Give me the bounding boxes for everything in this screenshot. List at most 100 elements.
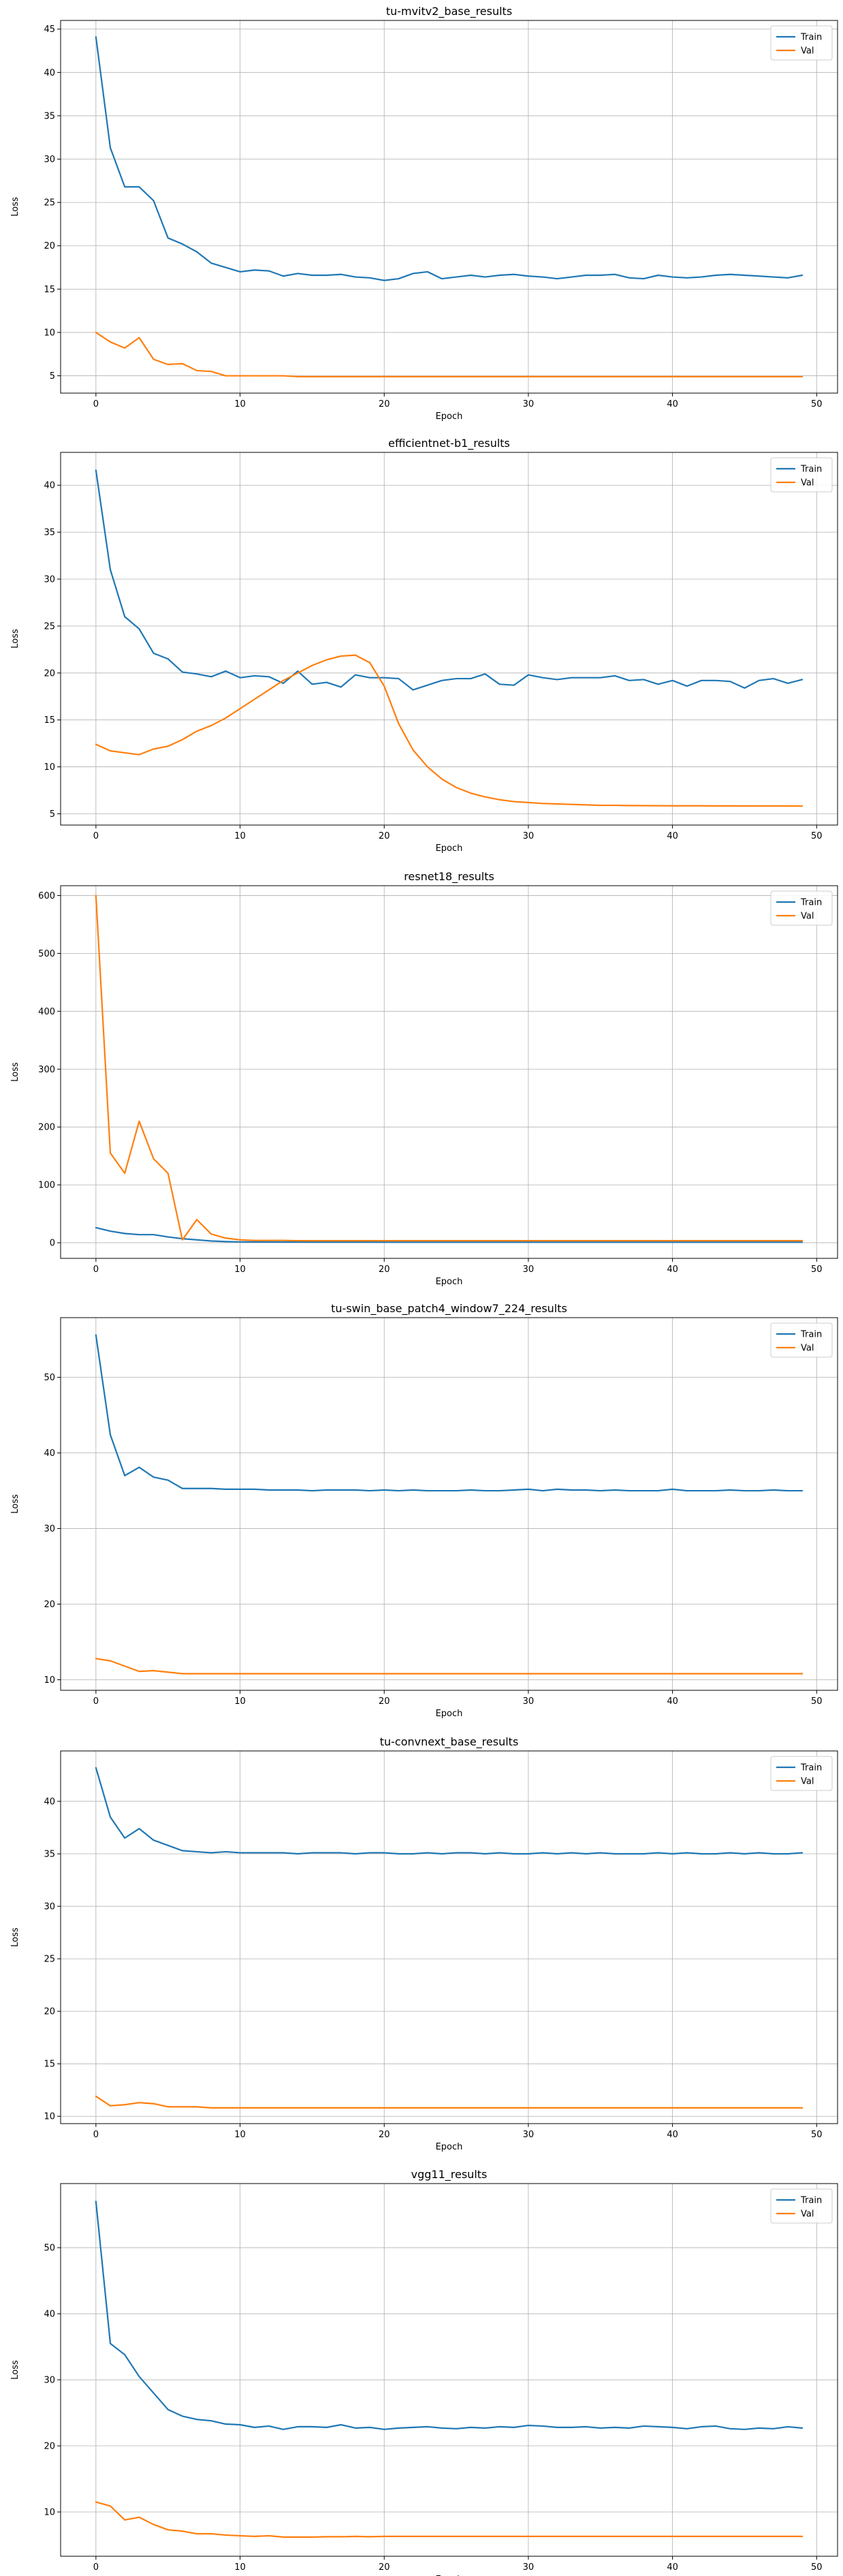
x-tick-label: 10: [234, 1264, 246, 1275]
legend: Train Val: [770, 25, 833, 61]
y-tick-label: 5: [50, 371, 55, 382]
series-line-val: [95, 2095, 804, 2109]
y-tick-label: 50: [44, 2244, 55, 2254]
y-tick-label: 40: [44, 481, 55, 491]
y-tick-label: 5: [50, 809, 55, 820]
y-axis-label: Loss: [10, 2360, 20, 2380]
x-axis-label: Epoch: [436, 1709, 463, 1719]
chart-title: efficientnet-b1_results: [388, 437, 510, 450]
legend-label-val: Val: [801, 478, 814, 488]
x-tick-label: 40: [667, 1264, 678, 1275]
series-line-val: [95, 2501, 804, 2538]
x-tick-label: 20: [379, 1264, 390, 1275]
y-axis-label: Loss: [10, 1927, 20, 1947]
x-tick-label: 0: [93, 399, 99, 409]
y-tick-label: 15: [44, 2060, 55, 2070]
x-tick-label: 50: [811, 2130, 823, 2140]
series-line-train: [95, 1226, 804, 1243]
legend-label-train: Train: [800, 465, 822, 475]
x-axis-label: Epoch: [436, 2142, 463, 2152]
x-tick-label: 30: [523, 2562, 535, 2573]
x-tick-label: 30: [523, 1264, 535, 1275]
axes-frame: [60, 1317, 838, 1691]
x-tick-label: 40: [667, 399, 678, 409]
chart-title: resnet18_results: [404, 870, 494, 884]
x-tick-label: 20: [379, 2562, 390, 2573]
y-tick-label: 50: [44, 1373, 55, 1383]
y-tick-label: 30: [44, 1902, 55, 1912]
legend: Train Val: [770, 457, 833, 493]
y-axis-label: Loss: [10, 197, 20, 217]
y-tick-label: 40: [44, 1448, 55, 1459]
chart-title: tu-swin_base_patch4_window7_224_results: [331, 1302, 567, 1316]
y-tick-label: 400: [38, 1007, 55, 1017]
legend-box: [770, 2188, 833, 2224]
series-line-val: [95, 895, 804, 1242]
legend-label-train: Train: [800, 1763, 822, 1773]
legend-label-val: Val: [801, 1777, 814, 1787]
y-tick-label: 20: [44, 2442, 55, 2452]
y-tick-label: 200: [38, 1123, 55, 1133]
x-tick-label: 50: [811, 399, 823, 409]
legend-box: [770, 890, 833, 926]
y-tick-label: 45: [44, 25, 55, 35]
x-tick-label: 50: [811, 831, 823, 841]
x-tick-label: 20: [379, 831, 390, 841]
y-tick-label: 25: [44, 1955, 55, 1965]
x-axis-label: Epoch: [436, 843, 463, 854]
subplot: 0 10 20 30 40 500100200300400500600resnet18_r…: [10, 870, 838, 1287]
y-tick-label: 20: [44, 2007, 55, 2017]
x-tick-label: 0: [93, 2562, 99, 2573]
legend-box: [770, 1756, 833, 1791]
x-tick-label: 50: [811, 1264, 823, 1275]
x-tick-label: 20: [379, 1696, 390, 1707]
y-tick-label: 30: [44, 2376, 55, 2386]
y-tick-label: 15: [44, 285, 55, 295]
y-axis-label: Loss: [10, 1062, 20, 1082]
series-line-train: [95, 469, 804, 691]
legend-label-val: Val: [801, 46, 814, 57]
x-tick-label: 0: [93, 2130, 99, 2140]
x-tick-label: 0: [93, 1264, 99, 1275]
x-tick-label: 30: [523, 1696, 535, 1707]
legend-label-train: Train: [800, 33, 822, 43]
series-line-train: [95, 2201, 804, 2430]
x-tick-label: 10: [234, 399, 246, 409]
legend-label-val: Val: [801, 912, 814, 922]
y-tick-label: 40: [44, 68, 55, 78]
y-tick-label: 20: [44, 668, 55, 679]
axes-frame: [60, 885, 838, 1259]
legend: Train Val: [770, 1756, 833, 1791]
x-axis-label: Epoch: [436, 2575, 463, 2576]
subplot: 0 10 20 30 40 50 5 10 15 20 25 30 35 40 45 tu-mvitv2_ba…: [10, 5, 838, 422]
x-tick-label: 20: [379, 399, 390, 409]
x-tick-label: 40: [667, 2562, 678, 2573]
chart-title: vgg11_results: [411, 2168, 488, 2182]
y-tick-label: 10: [44, 2112, 55, 2122]
y-tick-label: 40: [44, 2310, 55, 2320]
y-tick-label: 0: [50, 1239, 55, 1249]
legend-box: [770, 25, 833, 61]
subplot: 0 10 20 30 40 50 10 15 20 25 30 35 40 tu-convnext_bas…: [10, 1735, 838, 2152]
series-line-val: [95, 654, 804, 807]
axes-frame: [60, 20, 838, 394]
x-tick-label: 10: [234, 1696, 246, 1707]
legend-label-train: Train: [800, 1330, 822, 1340]
y-axis-label: Loss: [10, 629, 20, 649]
y-tick-label: 10: [44, 328, 55, 338]
x-tick-label: 20: [379, 2130, 390, 2140]
y-tick-label: 20: [44, 1600, 55, 1610]
series-line-train: [95, 1767, 804, 1855]
x-tick-label: 40: [667, 1696, 678, 1707]
legend-label-train: Train: [800, 898, 822, 908]
y-tick-label: 35: [44, 111, 55, 121]
y-axis-label: Loss: [10, 1494, 20, 1514]
legend-label-train: Train: [800, 2196, 822, 2206]
y-tick-label: 35: [44, 528, 55, 538]
series-line-val: [95, 1658, 804, 1675]
series-line-train: [95, 36, 804, 281]
y-tick-label: 25: [44, 621, 55, 632]
y-tick-label: 30: [44, 575, 55, 585]
y-tick-label: 15: [44, 715, 55, 726]
